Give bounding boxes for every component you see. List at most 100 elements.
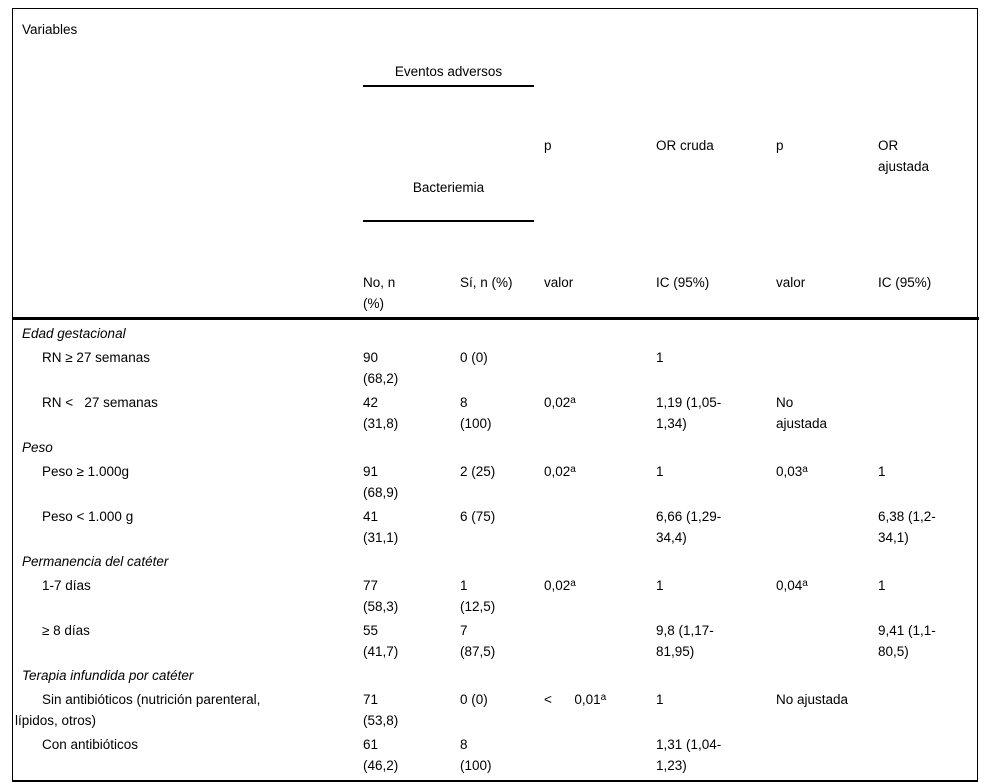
header-group-eventos-adversos: Eventos adversos: [353, 9, 534, 129]
cell-or-ajustada: [868, 731, 979, 780]
cell-or-cruda: 6,66 (1,29- 34,4): [656, 509, 722, 545]
p-value: 0,04: [776, 578, 803, 593]
cell-or-ajustada: 6,38 (1,2- 34,1): [878, 509, 936, 545]
cell-bacteriemia-no: 41 (31,1): [363, 509, 399, 545]
cell-bacteriemia-si: 2 (25): [460, 464, 496, 479]
header-or-ajustada-bottom: IC (95%): [868, 264, 979, 320]
header-empty: [13, 264, 353, 320]
header-row-3: No, n (%) Sí, n (%) valor IC (95%) valor…: [13, 264, 979, 320]
cell-bacteriemia-no: 55 (41,7): [363, 623, 399, 659]
header-p-cruda-top: p: [544, 138, 552, 153]
header-variables: Variables: [22, 22, 78, 37]
header-no-label: No, n (%): [353, 264, 450, 320]
cell-bacteriemia-no: 71 (53,8): [363, 692, 399, 728]
table-row-peso-ge-1000: Peso ≥ 1.000g 91 (68,9) 2 (25) 0,02a 1 0…: [13, 458, 979, 503]
footnote-marker-a: a: [802, 578, 808, 589]
header-eventos-adversos-label: Eventos adversos: [363, 51, 534, 87]
table-row-sin-antibioticos: Sin antibióticos (nutrición parenteral, …: [13, 686, 979, 731]
header-empty: [868, 9, 979, 129]
cell-bacteriemia-si: 0 (0): [460, 350, 488, 365]
header-si-label: Sí, n (%): [450, 264, 534, 320]
cell-bacteriemia-si: 8 (100): [460, 737, 492, 773]
footnote-marker-a: a: [570, 395, 576, 406]
header-empty: [766, 9, 868, 129]
cell-p-ajustada: No ajustada: [766, 686, 868, 731]
cell-or-cruda: 1,19 (1,05- 1,34): [656, 395, 722, 431]
cell-or-ajustada: 1: [878, 464, 886, 479]
section-row-edad-gestacional: Edad gestacional: [13, 319, 979, 345]
p-value: 0,03: [776, 464, 803, 479]
adverse-events-table: Variables Eventos adversos Bacteriemia p…: [13, 9, 979, 780]
section-row-peso: Peso: [13, 434, 979, 458]
cell-variable: Peso ≥ 1.000g: [42, 464, 129, 479]
section-label: Peso: [22, 440, 53, 455]
cell-or-ajustada: [868, 389, 979, 434]
cell-bacteriemia-si: 8 (100): [460, 395, 492, 431]
cell-variable: Con antibióticos: [42, 737, 139, 752]
header-or-cruda-bottom: IC (95%): [646, 264, 766, 320]
table-row-peso-lt-1000: Peso < 1.000 g 41 (31,1) 6 (75) 6,66 (1,…: [13, 503, 979, 548]
cell-variable: Peso < 1.000 g: [42, 509, 134, 524]
cell-p-ajustada: 0,04a: [766, 572, 868, 617]
p-value: < 0,01: [544, 692, 601, 707]
cell-or-ajustada: 1: [878, 578, 886, 593]
cell-bacteriemia-si: 6 (75): [460, 509, 496, 524]
section-row-terapia: Terapia infundida por catéter: [13, 662, 979, 686]
cell-p-cruda: 0,02a: [534, 389, 646, 434]
cell-or-cruda: 1: [656, 464, 664, 479]
table-row-rn-lt-27: RN < 27 semanas 42 (31,8) 8 (100) 0,02a …: [13, 389, 979, 434]
cell-or-cruda: 1: [656, 692, 664, 707]
cell-or-ajustada: [868, 686, 979, 731]
cell-bacteriemia-si: 7 (87,5): [460, 623, 496, 659]
header-row-1: Variables Eventos adversos: [13, 9, 979, 129]
cell-bacteriemia-no: 91 (68,9): [363, 464, 399, 500]
cell-p-ajustada: [766, 731, 868, 780]
cell-or-ajustada: 9,41 (1,1- 80,5): [878, 623, 936, 659]
cell-p-ajustada: 0,03a: [766, 458, 868, 503]
table-row-1-7-dias: 1-7 días 77 (58,3) 1 (12,5) 0,02a 1 0,04…: [13, 572, 979, 617]
section-label: Permanencia del catéter: [22, 554, 169, 569]
cell-p-cruda: 0,02a: [534, 458, 646, 503]
cell-or-cruda: 1,31 (1,04- 1,23): [656, 737, 722, 773]
cell-p-cruda: 0,02a: [534, 572, 646, 617]
cell-bacteriemia-no: 61 (46,2): [363, 737, 399, 773]
header-bacteriemia-label: Bacteriemia: [363, 171, 534, 222]
cell-bacteriemia-si: 0 (0): [460, 692, 488, 707]
cell-p-cruda: < 0,01a: [534, 686, 646, 731]
table-row-rn-ge-27: RN ≥ 27 semanas 90 (68,2) 0 (0) 1: [13, 344, 979, 389]
cell-or-cruda: 1: [656, 350, 664, 365]
cell-p-cruda: [534, 617, 646, 662]
cell-bacteriemia-no: 77 (58,3): [363, 578, 399, 614]
section-label: Edad gestacional: [22, 326, 126, 341]
header-empty: [534, 9, 646, 129]
header-p-cruda-bottom: valor: [534, 264, 646, 320]
cell-bacteriemia-no: 42 (31,8): [363, 395, 399, 431]
cell-bacteriemia-si: 1 (12,5): [460, 578, 496, 614]
cell-p-ajustada: [766, 503, 868, 548]
header-p-ajustada-bottom: valor: [766, 264, 868, 320]
header-row-2: Bacteriemia p OR cruda p OR ajustada: [13, 129, 979, 264]
cell-p-cruda: [534, 503, 646, 548]
header-or-ajustada-top: OR ajustada: [878, 138, 930, 174]
table-row-con-antibioticos: Con antibióticos 61 (46,2) 8 (100) 1,31 …: [13, 731, 979, 780]
cell-p-ajustada: No ajustada: [766, 389, 868, 434]
cell-variable: RN ≥ 27 semanas: [42, 350, 150, 365]
cell-p-ajustada: [766, 344, 868, 389]
p-value: 0,02: [544, 578, 571, 593]
cell-p-cruda: [534, 731, 646, 780]
header-or-cruda-top: OR cruda: [656, 138, 714, 153]
header-empty: [646, 9, 766, 129]
header-p-ajustada-top: p: [776, 138, 784, 153]
cell-variable: ≥ 8 días: [42, 623, 90, 638]
table-row-ge-8-dias: ≥ 8 días 55 (41,7) 7 (87,5) 9,8 (1,17- 8…: [13, 617, 979, 662]
section-label: Terapia infundida por catéter: [22, 668, 194, 683]
cell-or-cruda: 9,8 (1,17- 81,95): [656, 623, 714, 659]
cell-variable: RN < 27 semanas: [42, 395, 158, 410]
footnote-marker-a: a: [570, 464, 576, 475]
cell-or-cruda: 1: [656, 578, 664, 593]
footnote-marker-a: a: [570, 578, 576, 589]
table-container: Variables Eventos adversos Bacteriemia p…: [12, 8, 979, 782]
cell-or-ajustada: [868, 344, 979, 389]
p-value: 0,02: [544, 464, 571, 479]
p-value: No ajustada: [776, 692, 849, 707]
